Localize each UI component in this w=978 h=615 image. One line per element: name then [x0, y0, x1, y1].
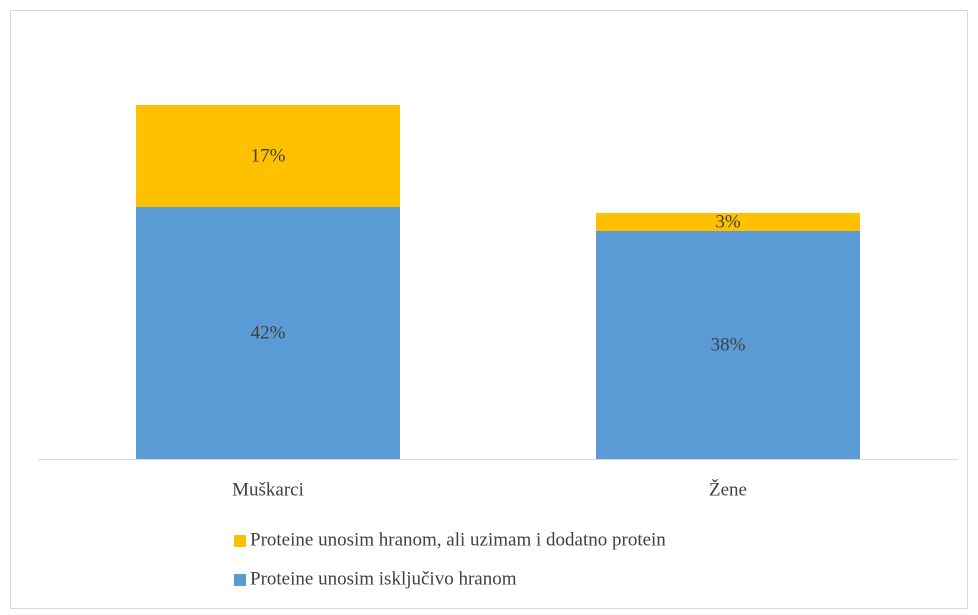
x-tick-label: Žene: [709, 478, 747, 500]
data-label: 38%: [711, 334, 746, 355]
legend-swatch: [234, 574, 246, 586]
data-label: 17%: [251, 145, 286, 166]
legend-swatch: [234, 535, 246, 547]
bar-segment: [136, 105, 400, 207]
bar-segment: [136, 207, 400, 459]
legend-label: Proteine unosim hranom, ali uzimam i dod…: [250, 529, 666, 550]
data-label: 3%: [715, 211, 741, 232]
x-tick-label: Muškarci: [232, 479, 304, 500]
legend-label: Proteine unosim isključivo hranom: [250, 568, 517, 589]
bar-segment: [596, 213, 860, 231]
data-label: 42%: [251, 322, 286, 343]
bar-segment: [596, 231, 860, 459]
